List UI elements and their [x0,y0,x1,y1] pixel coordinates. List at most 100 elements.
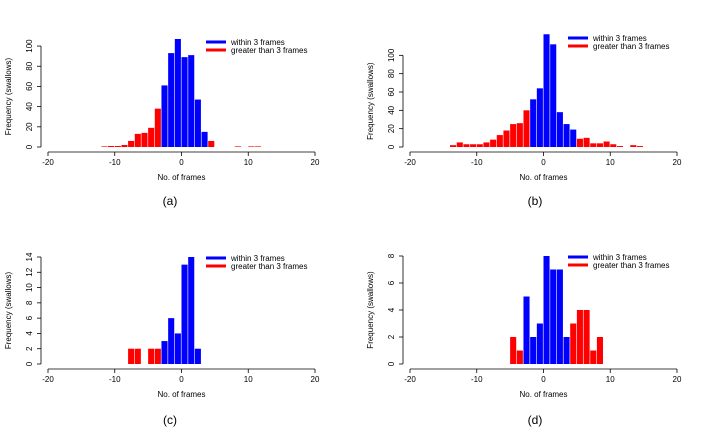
histogram-bar [563,337,570,364]
legend-label-greater: greater than 3 frames [231,46,307,55]
histogram-bar [174,38,181,148]
x-tick-label: 10 [606,158,615,167]
x-tick-label: -10 [471,375,483,384]
x-axis-label: No. of frames [519,390,567,399]
panel-caption: (b) [528,194,543,208]
histogram-bar [550,269,557,364]
histogram-bar [530,99,537,147]
histogram-bar [596,337,603,364]
histogram-bar [101,146,108,147]
histogram-bar [161,85,168,147]
histogram-bar [596,143,603,147]
y-tick-label: 80 [25,61,34,70]
histogram-bar [248,146,255,147]
x-tick-label: -10 [109,375,121,384]
legend-label-within: within 3 frames [592,34,647,43]
histogram-bar [114,145,121,147]
x-tick-label: 10 [606,375,615,384]
histogram-bar [234,146,241,147]
histogram-bar [610,144,617,147]
histogram-bar [503,130,510,147]
legend-label-greater: greater than 3 frames [593,261,669,270]
y-tick-label: 60 [25,81,34,90]
y-tick-label: 0 [387,144,396,149]
y-tick-label: 2 [387,334,396,339]
x-axis-label: No. of frames [519,173,567,182]
y-tick-label: 80 [387,69,396,78]
histogram-bar [208,140,215,147]
y-tick-label: 0 [25,144,34,149]
x-tick-label: 0 [541,158,546,167]
legend-label-within: within 3 frames [230,38,285,47]
x-tick-label: -20 [42,375,54,384]
y-tick-label: 4 [25,331,34,336]
legend-label-within: within 3 frames [230,254,285,263]
chart-panel-4: -20 -10 0 10 20 No. of frames 0 2 4 6 8 Frequency (… [366,253,682,427]
y-tick-label: 8 [387,253,396,258]
histogram-bar [148,348,155,364]
histogram-bar [168,53,175,147]
histogram-bar [188,55,195,147]
histogram-bar [161,341,168,364]
y-tick-label: 6 [25,315,34,320]
y-tick-label: 0 [25,361,34,366]
x-tick-label: 10 [244,158,253,167]
x-tick-label: 20 [311,375,320,384]
histogram-bar [556,269,563,364]
y-tick-label: 12 [25,267,34,276]
histogram-bar [576,310,583,364]
histogram-bar [476,144,483,147]
y-tick-label: 40 [25,102,34,111]
histogram-bar [510,124,517,147]
y-tick-label: 60 [387,87,396,96]
y-tick-label: 14 [25,252,34,261]
histogram-bar [450,145,457,147]
histogram-bar [516,123,523,147]
histogram-bar [576,138,583,147]
histogram-bar [254,146,262,147]
histogram-bar [523,110,530,147]
legend-label-greater: greater than 3 frames [593,42,669,51]
x-tick-label: 0 [179,375,184,384]
histogram-bar [530,337,537,364]
histogram-bar [463,144,470,147]
histogram-bar [188,257,195,364]
y-axis-label: Frequency (swallows) [366,62,375,140]
histogram-bar [128,140,135,147]
y-tick-label: 2 [25,346,34,351]
histogram-bar [563,124,570,147]
x-axis-label: No. of frames [157,390,205,399]
x-tick-label: -20 [42,158,54,167]
x-tick-label: 0 [179,158,184,167]
histogram-bar [616,146,623,147]
histogram-bar [154,108,161,147]
histogram-bar [194,348,201,364]
histogram-bar [470,144,477,147]
y-tick-label: 8 [25,300,34,305]
histogram-bar [483,142,490,147]
histogram-bar [490,139,497,147]
y-tick-label: 4 [387,307,396,312]
histogram-bar [108,145,115,147]
x-tick-label: -10 [109,158,121,167]
chart-panel-1: -20 -10 0 10 20 No. of frames 0 20 40 60 80 100 Freq… [4,38,320,208]
histogram-bar [154,348,161,364]
histogram-bar [134,348,141,364]
x-tick-label: 20 [673,158,682,167]
histogram-bar [181,57,188,147]
histogram-bar [543,256,550,364]
histogram-bar [523,296,530,364]
chart-panel-3: -20 -10 0 10 20 No. of frames 0 2 4 6 8 10 12 14 Frequ… [4,252,320,427]
x-tick-label: -20 [404,158,416,167]
y-tick-label: 6 [387,280,396,285]
x-tick-label: 20 [311,158,320,167]
histogram-bar [636,146,644,147]
histogram-bar [543,34,550,147]
histogram-bar [603,141,610,147]
histogram-bar [121,144,128,147]
x-axis-label: No. of frames [157,173,205,182]
legend-label-greater: greater than 3 frames [231,262,307,271]
y-tick-label: 100 [387,48,396,62]
histogram-bar [181,264,188,364]
